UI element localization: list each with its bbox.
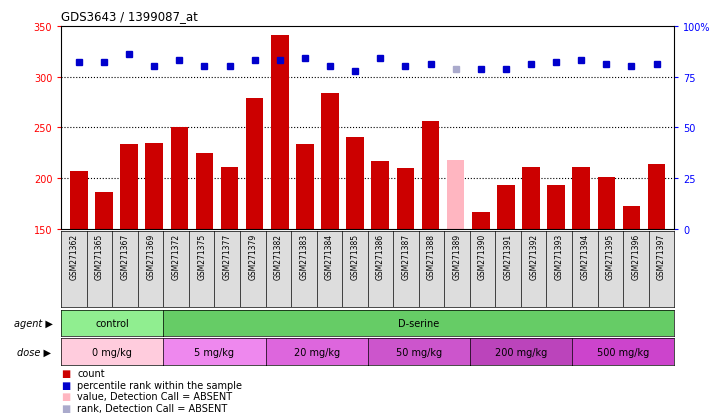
Text: GSM271387: GSM271387 [402,233,410,279]
Text: GSM271386: GSM271386 [376,233,385,279]
Text: ■: ■ [61,392,71,401]
Text: ■: ■ [61,368,71,378]
Text: GSM271389: GSM271389 [453,233,461,279]
Text: GSM271385: GSM271385 [350,233,360,279]
Text: GSM271362: GSM271362 [69,233,79,279]
Text: value, Detection Call = ABSENT: value, Detection Call = ABSENT [77,392,232,401]
Bar [397,169,414,229]
Text: D-serine: D-serine [398,318,439,328]
Bar [195,153,213,229]
Bar [497,186,515,229]
Text: percentile rank within the sample: percentile rank within the sample [77,380,242,390]
Text: GSM271379: GSM271379 [248,233,257,280]
Bar [472,212,490,229]
Text: GSM271369: GSM271369 [146,233,155,280]
Bar [246,99,263,229]
Text: dose ▶: dose ▶ [17,347,50,357]
Text: GSM271394: GSM271394 [580,233,589,280]
Text: GSM271392: GSM271392 [529,233,538,279]
Bar [572,168,590,229]
Bar [146,143,163,229]
Text: GSM271390: GSM271390 [478,233,487,280]
Text: agent ▶: agent ▶ [14,318,53,328]
Text: ■: ■ [61,380,71,390]
Text: GDS3643 / 1399087_at: GDS3643 / 1399087_at [61,10,198,23]
Text: GSM271372: GSM271372 [172,233,181,279]
Text: 500 mg/kg: 500 mg/kg [597,347,649,357]
Text: GSM271382: GSM271382 [274,233,283,279]
Text: 20 mg/kg: 20 mg/kg [293,347,340,357]
Bar [447,160,464,229]
Text: GSM271367: GSM271367 [120,233,130,280]
Text: GSM271396: GSM271396 [632,233,640,280]
Text: GSM271395: GSM271395 [606,233,615,280]
Text: GSM271388: GSM271388 [427,233,436,279]
Text: GSM271393: GSM271393 [554,233,564,280]
Bar [371,161,389,229]
Bar [522,168,540,229]
Text: GSM271383: GSM271383 [299,233,309,279]
Text: GSM271365: GSM271365 [95,233,104,280]
Text: 5 mg/kg: 5 mg/kg [195,347,234,357]
Bar [271,36,288,229]
Text: GSM271384: GSM271384 [325,233,334,279]
Bar [296,144,314,229]
Bar [598,178,615,229]
Bar [623,207,640,229]
Bar [346,138,364,229]
Text: 0 mg/kg: 0 mg/kg [92,347,132,357]
Text: GSM271375: GSM271375 [198,233,206,280]
Text: control: control [95,318,129,328]
Text: 50 mg/kg: 50 mg/kg [396,347,442,357]
Bar [322,94,339,229]
Bar [70,171,88,229]
Text: GSM271391: GSM271391 [504,233,513,279]
Text: count: count [77,368,105,378]
Bar [120,144,138,229]
Bar [422,122,439,229]
Bar [221,168,239,229]
Text: rank, Detection Call = ABSENT: rank, Detection Call = ABSENT [77,403,227,413]
Bar [547,186,565,229]
Text: GSM271397: GSM271397 [657,233,666,280]
Text: ■: ■ [61,403,71,413]
Text: 200 mg/kg: 200 mg/kg [495,347,547,357]
Bar [647,164,665,229]
Bar [95,193,112,229]
Text: GSM271377: GSM271377 [223,233,231,280]
Bar [171,128,188,229]
